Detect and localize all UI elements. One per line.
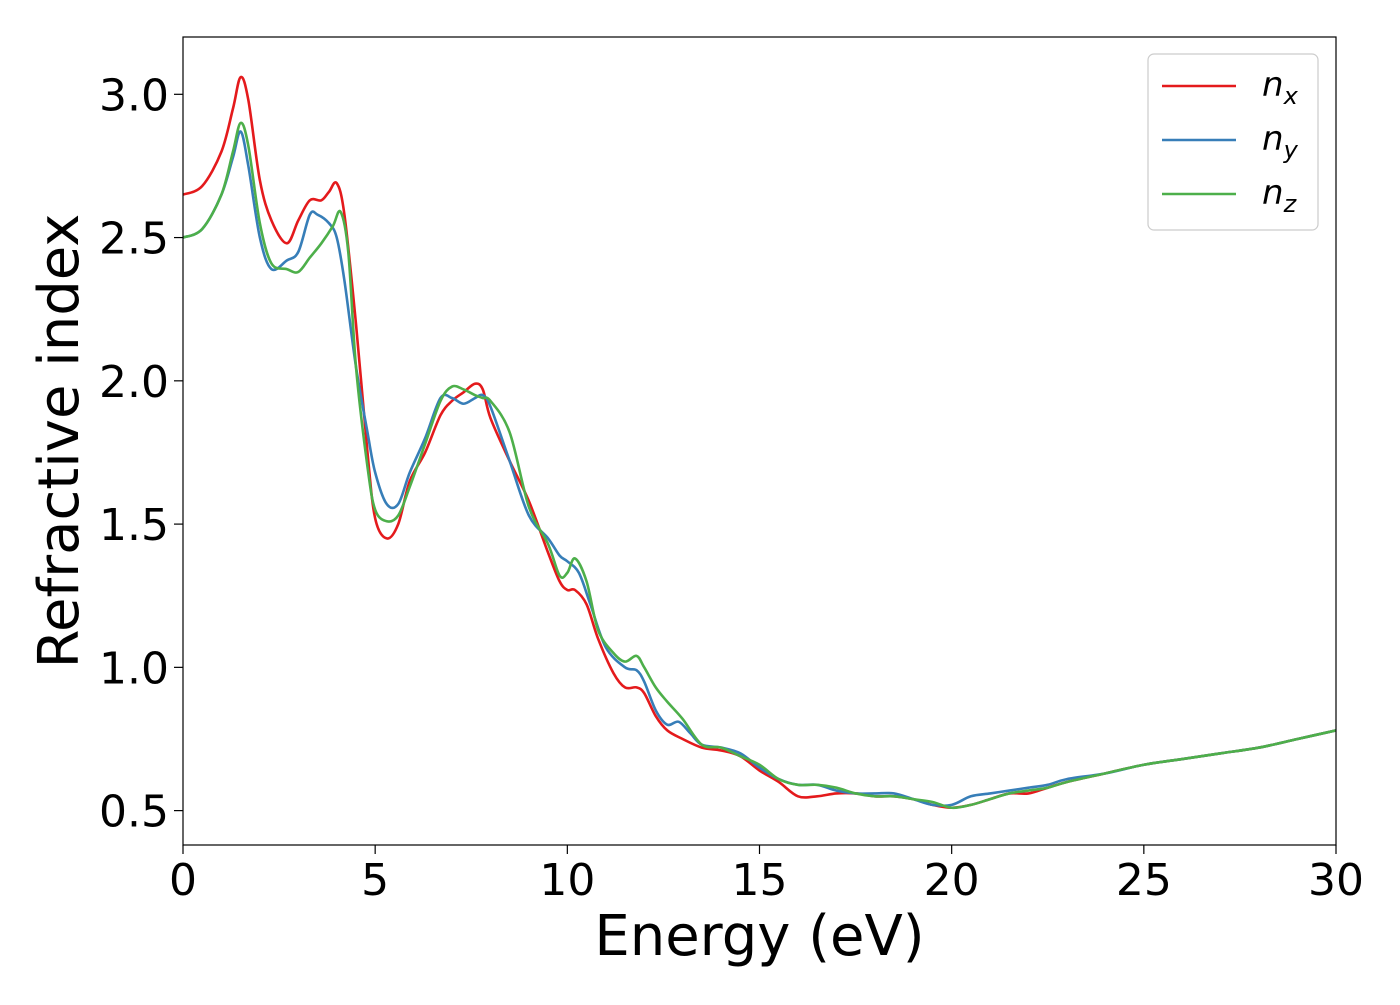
legend-box bbox=[1147, 53, 1319, 231]
y-tick-label: 2.0 bbox=[99, 357, 169, 408]
y-axis-label: Refractive index bbox=[27, 214, 92, 669]
series-layer bbox=[183, 75, 1336, 810]
x-tick-label: 10 bbox=[539, 855, 595, 906]
x-axis-ticks: 0 5 10 15 20 25 30 bbox=[169, 845, 1364, 906]
x-tick-label: 25 bbox=[1116, 855, 1172, 906]
y-tick-label: 2.5 bbox=[99, 214, 169, 265]
y-tick-label: 1.0 bbox=[99, 643, 169, 694]
y-tick-label: 1.5 bbox=[99, 500, 169, 551]
x-tick-label: 20 bbox=[924, 855, 980, 906]
x-axis-label: Energy (eV) bbox=[594, 904, 924, 969]
x-tick-label: 0 bbox=[169, 855, 197, 906]
y-axis-ticks: 0.5 1.0 1.5 2.0 2.5 3.0 bbox=[99, 70, 183, 838]
y-tick-label: 3.0 bbox=[99, 70, 169, 121]
series-line-ny bbox=[183, 130, 1336, 808]
x-tick-label: 30 bbox=[1308, 855, 1364, 906]
y-tick-label: 0.5 bbox=[99, 787, 169, 838]
series-line-nz bbox=[183, 121, 1336, 810]
x-tick-label: 15 bbox=[732, 855, 788, 906]
x-tick-label: 5 bbox=[361, 855, 389, 906]
